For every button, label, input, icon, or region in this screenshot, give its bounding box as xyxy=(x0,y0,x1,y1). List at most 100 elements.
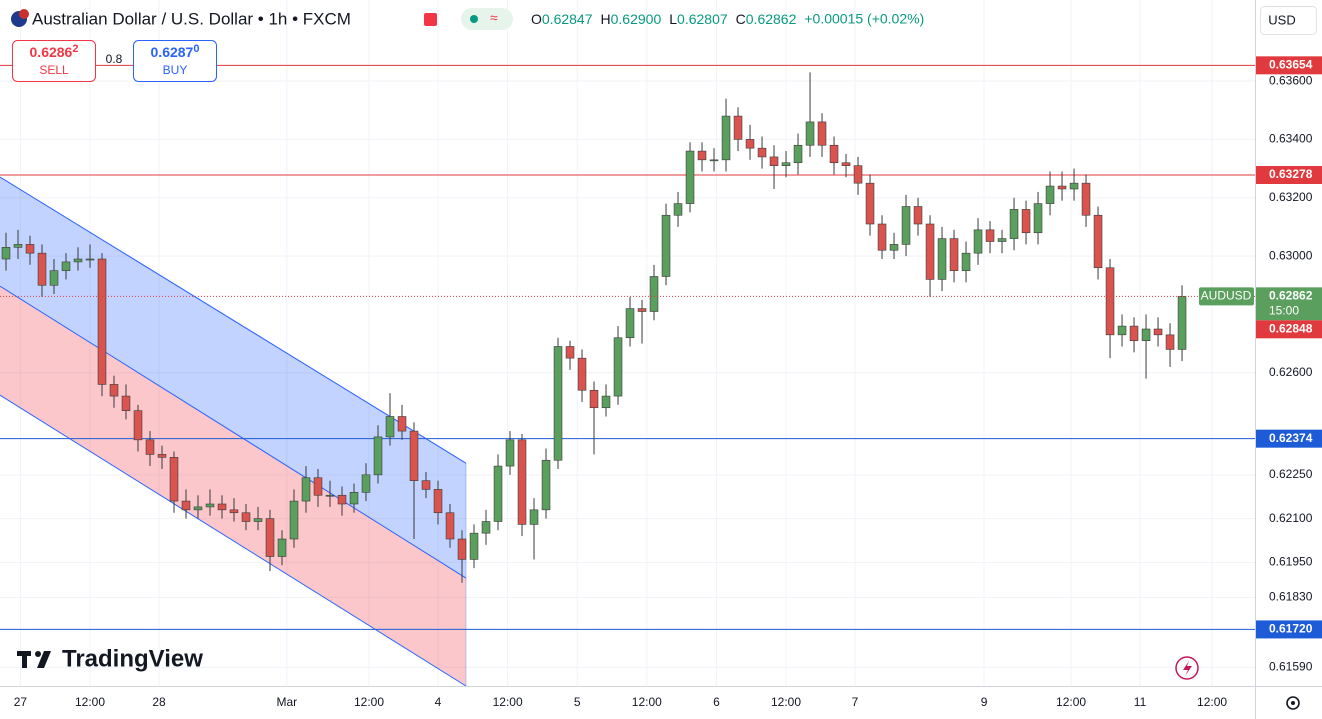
y-tick-label: 0.62100 xyxy=(1269,511,1313,525)
candle-body xyxy=(529,509,539,525)
candle-body xyxy=(541,459,551,511)
candle-body xyxy=(661,214,671,277)
level-label: 0.63278 xyxy=(1269,167,1313,181)
candle-body xyxy=(1093,214,1103,269)
candle-body xyxy=(493,465,503,522)
candle-body xyxy=(289,500,299,540)
currency: USD xyxy=(1268,12,1295,27)
candle-body xyxy=(565,346,575,359)
candle-body xyxy=(841,162,851,166)
candle-body xyxy=(889,244,899,251)
sell-button[interactable] xyxy=(12,40,96,82)
candle-body xyxy=(685,150,695,204)
alert-icon[interactable] xyxy=(1175,656,1199,680)
x-tick-label: 27 xyxy=(14,695,28,709)
logo-mark xyxy=(35,651,41,657)
settings-icon[interactable] xyxy=(1286,696,1300,710)
channel-line xyxy=(0,394,467,687)
currency-button[interactable] xyxy=(1260,6,1317,35)
candle-body xyxy=(205,503,215,508)
candle-body xyxy=(673,203,683,216)
ohlc-value: 0.62862 xyxy=(746,11,797,27)
level-label: 0.63654 xyxy=(1269,58,1313,72)
candle-body xyxy=(1165,334,1175,350)
level-label-box xyxy=(1256,620,1322,639)
candle-body xyxy=(325,494,335,497)
x-tick-label: 12:00 xyxy=(632,695,662,709)
y-tick-label: 0.61590 xyxy=(1269,660,1313,674)
candle-body xyxy=(925,223,935,280)
level-label: 0.62374 xyxy=(1269,431,1313,445)
market-status[interactable] xyxy=(424,13,437,26)
candle-body xyxy=(517,439,527,525)
bid-box xyxy=(1256,320,1322,339)
x-tick-label: 11 xyxy=(1134,695,1147,709)
logo-mark xyxy=(22,651,27,668)
candle-body xyxy=(1141,328,1151,341)
ohlc-value: 0.62900 xyxy=(611,11,662,27)
candle-body xyxy=(265,518,275,557)
candle-body xyxy=(769,156,779,166)
candle-body xyxy=(997,238,1007,242)
candle-body xyxy=(1057,185,1067,190)
last-price-box xyxy=(1256,287,1322,321)
candle-body xyxy=(613,337,623,397)
candle-body xyxy=(49,270,59,286)
level-label-box xyxy=(1256,166,1322,184)
candle-body xyxy=(745,139,755,149)
countdown: 15:00 xyxy=(1269,304,1299,318)
candle-body xyxy=(781,162,791,166)
candle-body xyxy=(313,477,323,496)
ohlc-change: +0.00015 (+0.02%) xyxy=(804,11,924,27)
candle-body xyxy=(721,115,731,161)
channel-line xyxy=(0,176,467,464)
candle-body xyxy=(217,503,227,511)
candle-body xyxy=(61,261,71,271)
candle-body xyxy=(853,165,863,184)
x-tick-label: 9 xyxy=(981,695,988,709)
candle-body xyxy=(973,229,983,254)
buy-label: BUY xyxy=(163,63,188,77)
y-tick-label: 0.62600 xyxy=(1269,365,1313,379)
buy-button[interactable] xyxy=(133,40,217,82)
y-tick-label: 0.61950 xyxy=(1269,555,1313,569)
candle-body xyxy=(109,384,119,397)
candle-body xyxy=(1,247,11,260)
x-tick-label: 4 xyxy=(435,695,442,709)
x-tick-label: 12:00 xyxy=(354,695,384,709)
toggle-icon: ≈ xyxy=(490,10,498,26)
candle-body xyxy=(193,506,203,511)
candle-body xyxy=(865,182,875,225)
x-tick-label: Mar xyxy=(276,695,297,709)
logo-mark xyxy=(37,651,51,668)
bid-label: 0.62848 xyxy=(1269,322,1313,336)
symbol-title[interactable]: Australian Dollar / U.S. Dollar • 1h • F… xyxy=(32,9,351,28)
logo-text: TradingView xyxy=(62,645,203,672)
level-label-box xyxy=(1256,429,1322,448)
sell-label: SELL xyxy=(39,63,69,77)
candle-body xyxy=(985,229,995,242)
candle-body xyxy=(1009,209,1019,239)
x-tick-label: 12:00 xyxy=(771,695,801,709)
ohlc-item: L0.62807 xyxy=(669,11,728,27)
candle-body xyxy=(637,308,647,312)
candle-body xyxy=(397,416,407,432)
flag-icon xyxy=(19,9,29,19)
candle-body xyxy=(1117,325,1127,336)
ohlc-item: H0.62900 xyxy=(601,11,662,27)
x-tick-label: 28 xyxy=(152,695,166,709)
toggle[interactable] xyxy=(461,8,513,30)
candle-body xyxy=(1069,182,1079,190)
candle-body xyxy=(757,147,767,158)
candle-body xyxy=(169,457,179,502)
last-price-label: 0.62862 xyxy=(1269,289,1313,303)
candle-body xyxy=(97,258,107,385)
y-tick-label: 0.61830 xyxy=(1269,590,1313,604)
candle-body xyxy=(817,121,827,146)
settings-icon-center xyxy=(1291,701,1295,705)
ohlc-key: L xyxy=(669,11,677,27)
candle-body xyxy=(829,144,839,164)
candle-body xyxy=(373,436,383,476)
candle-body xyxy=(901,206,911,245)
